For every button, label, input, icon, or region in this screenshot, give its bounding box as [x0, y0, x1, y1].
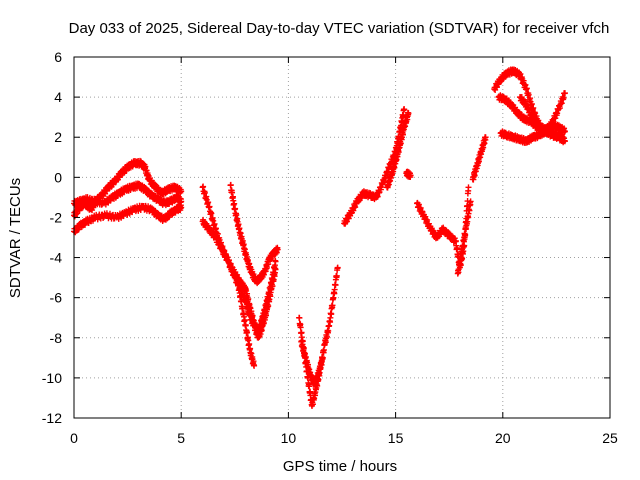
y-tick-label-8: 4 [54, 89, 62, 105]
series-18 [516, 94, 568, 136]
trace-point [306, 383, 313, 390]
trace-point [466, 207, 473, 214]
trace-point [233, 211, 240, 218]
trace-point [235, 282, 242, 289]
trace-point [227, 181, 234, 188]
data-point [178, 204, 185, 211]
series-8 [298, 338, 326, 388]
data-point [251, 362, 258, 369]
data-point [334, 264, 341, 271]
trace-point [454, 245, 461, 252]
trace-point [457, 255, 464, 262]
y-tick-labels: -12 -10 -8 -6 -4 -2 0 2 4 6 [42, 49, 62, 426]
data-point [272, 258, 279, 265]
data-point [405, 110, 412, 117]
series-1 [71, 180, 185, 209]
series-14 [469, 134, 489, 183]
chart-title: Day 033 of 2025, Sidereal Day-to-day VTE… [69, 20, 610, 37]
trace-point [462, 231, 469, 238]
data-point [401, 106, 408, 113]
x-axis-label: GPS time / hours [283, 458, 397, 475]
trace-point [208, 210, 215, 217]
trace-point [237, 293, 244, 300]
series-17 [497, 126, 568, 146]
trace-point [231, 200, 238, 207]
y-tick-label-6: 0 [54, 169, 62, 185]
trace-point [244, 329, 251, 336]
trace-point [464, 218, 471, 225]
y-tick-label-4: -4 [50, 250, 63, 266]
data-point [561, 90, 568, 97]
data-point [407, 172, 414, 179]
data-point [561, 128, 568, 135]
data-point [274, 246, 281, 253]
data-point [178, 188, 185, 195]
x-tick-label-1: 5 [177, 430, 185, 446]
series-10 [384, 109, 412, 191]
data-point [467, 198, 474, 205]
data-point [561, 138, 568, 145]
y-tick-label-2: -8 [50, 330, 63, 346]
y-tick-label-5: -2 [50, 209, 63, 225]
trace-point [239, 305, 246, 312]
axis-ticks [73, 56, 611, 419]
y-tick-label-9: 6 [54, 49, 62, 65]
x-tick-label-4: 20 [495, 430, 511, 446]
data-point [272, 266, 279, 273]
y-tick-label-0: -12 [42, 410, 62, 426]
trace-point [296, 314, 303, 321]
y-tick-label-1: -10 [42, 370, 62, 386]
series-2 [71, 202, 185, 236]
series-11 [403, 168, 414, 181]
trace-point [297, 324, 304, 331]
series-5 [227, 181, 281, 287]
series-13 [454, 198, 474, 277]
trace-point [328, 310, 335, 317]
x-tick-label-0: 0 [70, 430, 78, 446]
trace-point [329, 302, 336, 309]
series-6 [233, 274, 258, 369]
y-axis-label: SDTVAR / TECUs [7, 178, 24, 298]
x-tick-label-2: 10 [281, 430, 297, 446]
data-point [319, 354, 326, 361]
series-7 [296, 264, 341, 409]
series-9 [341, 106, 408, 227]
x-tick-label-3: 15 [388, 430, 404, 446]
trace-point [234, 274, 241, 281]
trace-point [265, 303, 272, 310]
y-tick-label-7: 2 [54, 129, 62, 145]
trace-point [229, 189, 236, 196]
plot-frame [73, 56, 611, 419]
data-point [482, 134, 489, 141]
grid-lines [74, 57, 610, 418]
data-points [71, 66, 568, 409]
x-tick-label-5: 25 [602, 430, 618, 446]
series-4 [199, 216, 279, 341]
trace-point [238, 298, 245, 305]
trace-point [201, 189, 208, 196]
data-point [465, 184, 472, 191]
y-tick-label-3: -6 [50, 290, 63, 306]
x-tick-labels: 0 5 10 15 20 25 [70, 430, 618, 446]
trace-point [333, 272, 340, 279]
trace-point [332, 281, 339, 288]
